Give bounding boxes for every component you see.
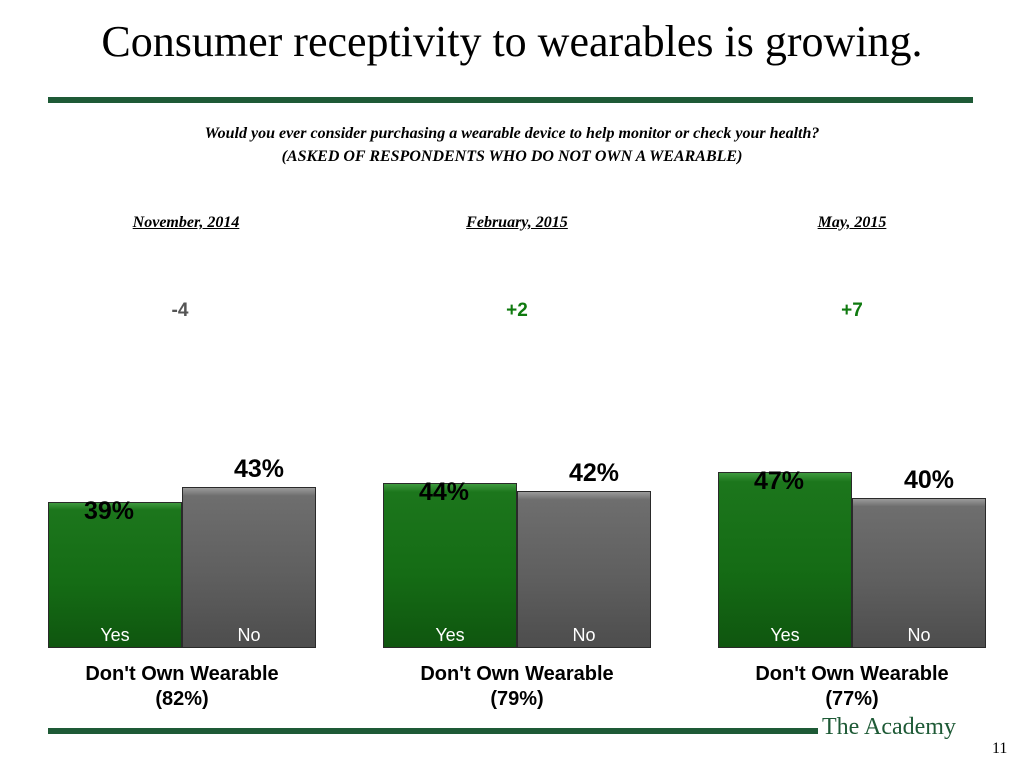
group-label-share: (77%) — [825, 688, 879, 710]
group-label-title: Don't Own Wearable — [85, 663, 279, 685]
brand-logo-text: The Academy — [822, 714, 956, 740]
bar-no — [517, 490, 651, 648]
group-label: Don't Own Wearable (82%) — [32, 662, 332, 712]
bar-yes — [383, 483, 517, 648]
bar-yes — [718, 471, 852, 648]
category-label: Yes — [770, 625, 800, 645]
bar-no — [182, 486, 316, 648]
period-label: November, 2014 — [132, 214, 240, 231]
page-number: 11 — [992, 740, 1008, 757]
bar-yes — [48, 501, 182, 648]
data-label: 42% — [568, 458, 620, 487]
group-label-title: Don't Own Wearable — [420, 663, 614, 685]
data-label: 39% — [83, 496, 135, 525]
bottom-divider — [48, 728, 818, 734]
group-label-title: Don't Own Wearable — [755, 663, 949, 685]
bar-no — [852, 498, 986, 648]
survey-question: Would you ever consider purchasing a wea… — [0, 122, 1024, 168]
data-label: 43% — [233, 454, 285, 483]
change-value: -4 — [171, 300, 189, 321]
group-label-share: (79%) — [490, 688, 544, 710]
period-label: May, 2015 — [817, 214, 887, 231]
period-label: February, 2015 — [466, 214, 568, 231]
change-value: +2 — [506, 300, 528, 321]
question-note: (ASKED OF RESPONDENTS WHO DO NOT OWN A W… — [281, 148, 743, 165]
page-title: Consumer receptivity to wearables is gro… — [101, 17, 923, 66]
category-label: No — [907, 625, 931, 645]
category-label: No — [572, 625, 596, 645]
data-label: 47% — [753, 466, 805, 495]
category-label: Yes — [100, 625, 130, 645]
data-label: 40% — [903, 466, 955, 494]
group-label: Don't Own Wearable (79%) — [367, 662, 667, 712]
data-label: 44% — [418, 478, 470, 506]
change-value: +7 — [841, 300, 863, 321]
top-divider — [48, 97, 973, 103]
group-label: Don't Own Wearable (77%) — [702, 662, 1002, 712]
category-label: No — [237, 625, 261, 645]
category-label: Yes — [435, 625, 465, 645]
group-label-share: (82%) — [155, 688, 209, 710]
question-text: Would you ever consider purchasing a wea… — [204, 125, 820, 142]
